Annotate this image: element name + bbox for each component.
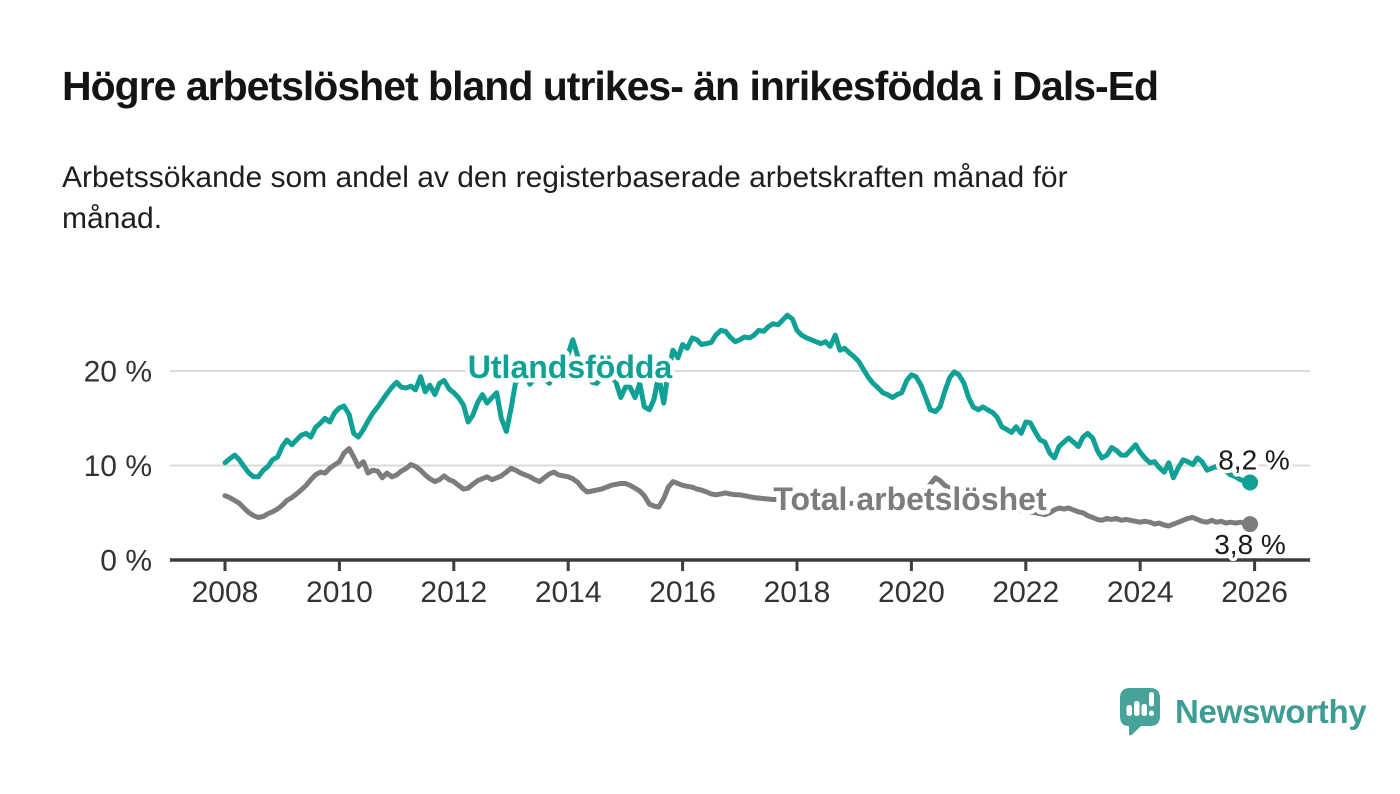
chart-subtitle-line-1: Arbetssökande som andel av den registerb…	[62, 161, 1068, 194]
chart-subtitle-line-2: månad.	[62, 202, 163, 235]
x-axis-tick-label-2022: 2022	[992, 576, 1059, 609]
x-axis-tick-label-2012: 2012	[420, 576, 487, 609]
y-axis-label-20: 20 %	[84, 356, 152, 389]
x-axis-tick-label-2014: 2014	[535, 576, 602, 609]
newsworthy-logo-icon	[1120, 688, 1160, 736]
chart-subtitle: Arbetssökande som andel av den registerb…	[62, 157, 1068, 239]
x-axis-tick-label-2016: 2016	[649, 576, 716, 609]
series-label-utlandsf-dda: Utlandsfödda	[468, 349, 673, 385]
x-axis-tick-label-2024: 2024	[1107, 576, 1174, 609]
x-axis-tick-label-2018: 2018	[764, 576, 831, 609]
series-end-dot-utlandsf-dda	[1242, 474, 1259, 491]
newsworthy-brand: Newsworthy	[1118, 686, 1367, 736]
page-title: Högre arbetslöshet bland utrikes- än inr…	[62, 63, 1159, 109]
newsworthy-brand-name: Newsworthy	[1175, 692, 1367, 730]
end-value-label-utlandsf-dda: 8,2 %	[1218, 445, 1290, 476]
series-end-dot-total-arbetsl-shet	[1242, 516, 1259, 533]
x-axis-tick-label-2008: 2008	[192, 576, 259, 609]
series-line-total-arbetsl-shet	[222, 446, 1253, 529]
x-axis-tick-label-2010: 2010	[306, 576, 373, 609]
x-axis-tick-label-2020: 2020	[878, 576, 945, 609]
series-line-utlandsf-dda	[222, 312, 1253, 485]
series-label-total-arbetsl-shet: Total arbetslöshet	[773, 481, 1047, 517]
y-axis-label-10: 10 %	[84, 450, 152, 483]
y-axis-label-0: 0 %	[100, 545, 152, 578]
x-axis-tick-label-2026: 2026	[1221, 576, 1288, 609]
end-value-label-total-arbetsl-shet: 3,8 %	[1214, 529, 1286, 560]
